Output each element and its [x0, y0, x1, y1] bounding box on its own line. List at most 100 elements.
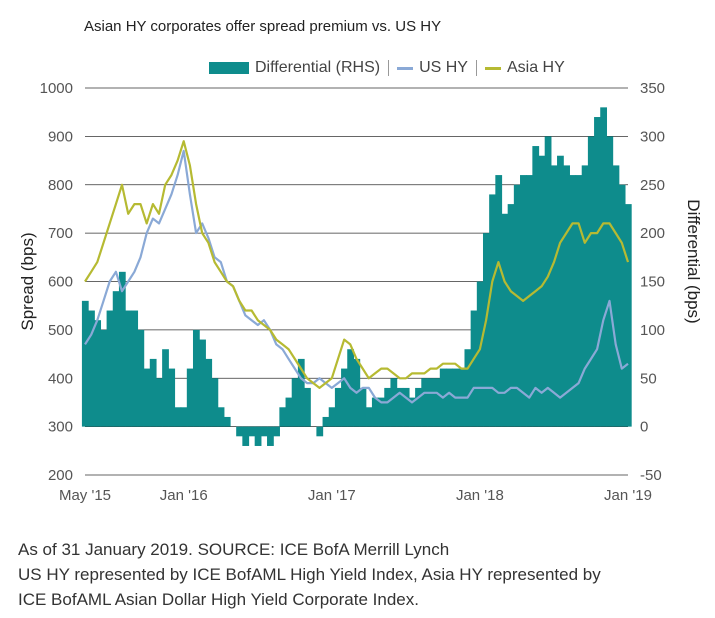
- differential-bar: [538, 155, 546, 427]
- left-axis-tick-label: 700: [48, 225, 73, 242]
- differential-bar: [155, 378, 163, 427]
- left-axis-tick-label: 200: [48, 467, 73, 484]
- differential-bar: [482, 233, 490, 427]
- differential-bar: [581, 165, 589, 427]
- differential-bar: [328, 407, 336, 427]
- differential-bar: [211, 378, 219, 427]
- left-axis-tick-label: 1000: [40, 80, 73, 97]
- right-axis-tick-label: 350: [640, 80, 665, 97]
- differential-bar: [575, 175, 583, 427]
- differential-bar: [408, 397, 416, 427]
- right-axis-tick-label: 0: [640, 419, 648, 436]
- right-axis-tick-label: 50: [640, 370, 657, 387]
- differential-bar: [273, 426, 280, 437]
- differential-bar: [112, 291, 120, 427]
- differential-bar: [291, 378, 299, 427]
- differential-bar: [557, 155, 564, 427]
- right-axis-tick-label: 300: [640, 128, 665, 145]
- differential-bar: [242, 426, 250, 446]
- differential-bar: [587, 136, 595, 427]
- differential-bar: [186, 368, 194, 427]
- spread-chart: 200 300 400 500 600 700 800 900 1000 -50 0 50 100 150…: [18, 80, 703, 504]
- differential-legend-label: Differential (RHS): [255, 59, 381, 76]
- asia-hy-legend-swatch: [484, 66, 501, 70]
- x-axis-tick-label: Jan '17: [308, 487, 356, 504]
- left-axis-tick-label: 500: [48, 322, 73, 339]
- x-axis-tick-label: Jan '19: [604, 487, 652, 504]
- left-axis-tick-label: 800: [48, 177, 73, 194]
- differential-bar: [550, 165, 558, 427]
- differential-bar: [316, 426, 324, 437]
- right-axis-tick-label: 100: [640, 322, 665, 339]
- differential-bar: [402, 387, 410, 427]
- x-axis-tick-label: Jan '18: [456, 487, 504, 504]
- left-axis-tick-label: 600: [48, 274, 73, 291]
- chart-notes: As of 31 January 2019. SOURCE: ICE BofA …: [18, 537, 708, 612]
- right-axis-tick-label: 150: [640, 274, 665, 291]
- differential-bar: [501, 213, 509, 427]
- differential-bar: [384, 387, 392, 427]
- differential-bar: [600, 107, 608, 427]
- differential-bar: [223, 416, 231, 427]
- x-axis-tick-label: May '15: [59, 487, 111, 504]
- differential-bar: [569, 175, 577, 427]
- legend-separator: [388, 60, 390, 76]
- differential-bar: [495, 175, 503, 427]
- asia-hy-line: [84, 140, 630, 389]
- differential-bar: [396, 387, 404, 427]
- differential-bar: [322, 416, 330, 427]
- us-hy-legend-label: US HY: [419, 59, 468, 76]
- right-axis-tick-label: 250: [640, 177, 665, 194]
- differential-bar: [125, 310, 132, 427]
- right-axis-title: Differential (bps): [684, 199, 703, 323]
- differential-bar: [162, 349, 169, 427]
- differential-bar: [248, 426, 256, 437]
- differential-bar: [544, 136, 552, 427]
- differential-bar: [254, 426, 262, 446]
- differential-bar: [563, 165, 570, 427]
- differential-bar: [532, 146, 540, 427]
- differential-bar: [205, 358, 213, 427]
- differential-bar: [526, 175, 533, 427]
- index-description-1: US HY represented by ICE BofAML High Yie…: [18, 565, 601, 584]
- differential-bar: [267, 426, 274, 446]
- differential-bar: [168, 368, 176, 427]
- chart-title: Asian HY corporates offer spread premium…: [84, 18, 442, 35]
- differential-bar: [470, 310, 478, 427]
- differential-bar: [106, 310, 114, 427]
- differential-bar: [464, 349, 472, 427]
- differential-bar: [180, 407, 188, 427]
- differential-bar: [427, 378, 435, 427]
- differential-bar: [217, 407, 225, 427]
- differential-bar: [137, 329, 145, 427]
- differential-bar: [297, 358, 305, 427]
- left-axis-tick-label: 300: [48, 419, 73, 436]
- differential-bar: [371, 397, 379, 427]
- differential-bar: [415, 387, 422, 427]
- source-note: As of 31 January 2019. SOURCE: ICE BofA …: [18, 540, 450, 559]
- differential-bar: [445, 368, 453, 427]
- differential-bar: [421, 378, 429, 427]
- differential-bar: [100, 329, 108, 427]
- differential-bar: [131, 310, 139, 427]
- legend-separator: [475, 60, 477, 76]
- asia-hy-legend-label: Asia HY: [506, 59, 565, 76]
- differential-bar: [489, 194, 496, 427]
- differential-bar: [341, 368, 348, 427]
- differential-bar: [174, 407, 182, 427]
- differential-bar: [378, 397, 385, 427]
- us-hy-legend-swatch: [397, 66, 414, 70]
- differential-bar: [612, 165, 620, 427]
- differential-bar: [433, 378, 441, 427]
- differential-bar: [359, 387, 367, 427]
- differential-bar: [304, 387, 311, 427]
- differential-bar: [149, 358, 157, 427]
- differential-bar: [279, 407, 287, 427]
- right-axis-tick-label: -50: [640, 467, 662, 484]
- differential-bar: [192, 329, 200, 427]
- differential-bar: [606, 136, 614, 427]
- differential-bar: [365, 407, 373, 427]
- differential-bar: [236, 426, 243, 437]
- differential-bar: [594, 117, 601, 427]
- x-axis-tick-label: Jan '16: [160, 487, 208, 504]
